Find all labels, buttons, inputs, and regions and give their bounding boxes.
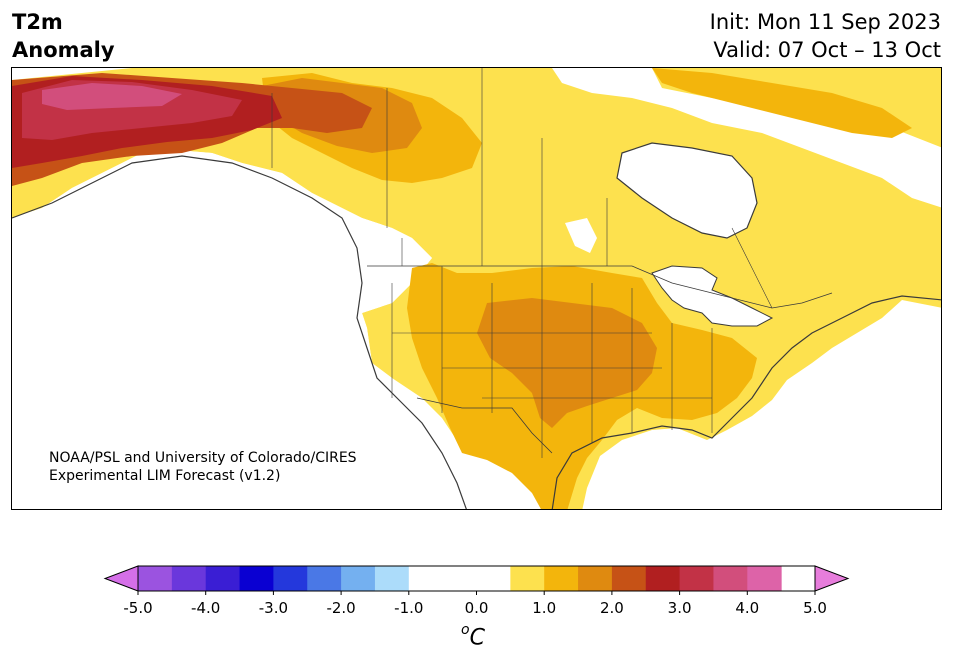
colorbar-tick-label: 1.0 — [532, 599, 556, 617]
colorbar-bins — [103, 565, 850, 592]
colorbar-tick-label: 2.0 — [600, 599, 624, 617]
colorbar-tick-label: -1.0 — [394, 599, 423, 617]
colorbar-bin — [544, 566, 579, 591]
colorbar-bin — [679, 566, 714, 591]
credit-text: NOAA/PSL and University of Colorado/CIRE… — [49, 449, 357, 485]
hudson-bay-water — [616, 142, 758, 239]
arctic-water — [552, 68, 941, 208]
colorbar-bin — [408, 566, 444, 591]
colorbar-tick-label: -5.0 — [123, 599, 152, 617]
great-lakes — [651, 265, 774, 327]
credit-line-2: Experimental LIM Forecast (v1.2) — [49, 468, 281, 484]
colorbar-bin — [645, 566, 681, 591]
colorbar-under-arrow — [103, 565, 139, 592]
colorbar-bin — [510, 566, 545, 591]
colorbar-bin — [374, 566, 410, 591]
map-canvas — [12, 68, 941, 509]
state-borders — [391, 138, 713, 458]
coastline-pacific — [12, 155, 467, 509]
border-us-mexico — [416, 397, 553, 454]
colorbar-tick-label: 4.0 — [735, 599, 759, 617]
colorbar-bin — [713, 566, 748, 591]
colorbar-tick-label: -2.0 — [326, 599, 355, 617]
canada-province-borders — [271, 68, 773, 309]
colorbar-bin — [239, 566, 274, 591]
init-date: Init: Mon 11 Sep 2023 — [709, 10, 941, 34]
west-coast-white — [12, 148, 462, 509]
colorbar-bin — [611, 566, 647, 591]
anomaly-map — [11, 67, 942, 510]
anomaly-region-15-central — [477, 298, 657, 428]
colorbar-bin — [747, 566, 782, 591]
colorbar-bin — [273, 566, 308, 591]
colorbar-bin — [205, 566, 241, 591]
unit-letter: C — [469, 625, 485, 651]
map-title: T2m Anomaly — [12, 8, 115, 64]
colorbar-tick-label: -3.0 — [259, 599, 288, 617]
colorbar-tick-label: 5.0 — [803, 599, 827, 617]
valid-range: Valid: 07 Oct – 13 Oct — [713, 38, 941, 62]
colorbar-ticks: -5.0 -4.0 -3.0 -2.0 -1.0 0.0 1.0 2.0 3.0 4.0 5.0 — [123, 591, 827, 617]
colorbar-over-arrow — [814, 565, 850, 592]
colorbar-tick-label: 0.0 — [465, 599, 489, 617]
colorbar-tick-label: -4.0 — [191, 599, 220, 617]
title-line-1: T2m — [12, 10, 63, 34]
colorbar-unit: oC — [461, 618, 485, 652]
colorbar-bin — [171, 566, 207, 591]
title-line-2: Anomaly — [12, 38, 115, 62]
anomaly-region-35 — [42, 83, 182, 110]
lake-winnipeg — [565, 218, 597, 253]
anomaly-region-10-arctic — [652, 68, 912, 138]
border-us-canada — [367, 265, 833, 309]
colorbar-bin — [578, 566, 613, 591]
degree-symbol: o — [461, 622, 470, 638]
colorbar-bin — [138, 566, 173, 591]
colorbar-tick-label: 3.0 — [668, 599, 692, 617]
credit-line-1: NOAA/PSL and University of Colorado/CIRE… — [49, 450, 357, 466]
colorbar-bin — [442, 566, 511, 591]
forecast-dates: Init: Mon 11 Sep 2023 Valid: 07 Oct – 13… — [710, 8, 941, 64]
colorbar-bin — [341, 566, 376, 591]
colorbar-bin — [307, 566, 342, 591]
